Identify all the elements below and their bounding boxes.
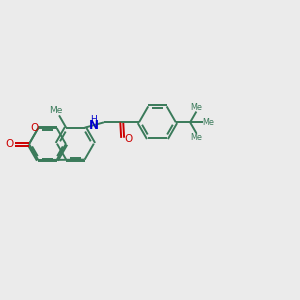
Text: Me: Me: [202, 118, 214, 127]
Text: Me: Me: [190, 133, 202, 142]
Text: N: N: [89, 118, 99, 131]
Text: O: O: [5, 139, 14, 149]
Text: H: H: [90, 116, 97, 124]
Text: O: O: [124, 134, 132, 144]
Text: O: O: [31, 123, 39, 133]
Text: Me: Me: [50, 106, 63, 116]
Text: Me: Me: [190, 103, 202, 112]
